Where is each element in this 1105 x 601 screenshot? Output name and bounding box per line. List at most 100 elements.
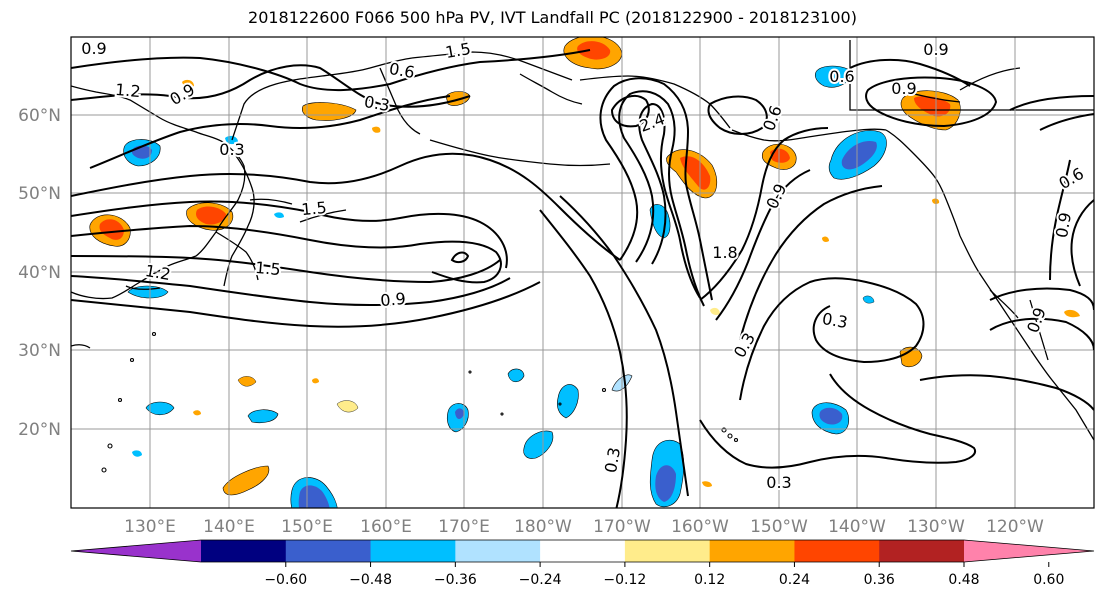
pc-negative-patch (523, 430, 554, 459)
colorbar-tick-label: 0.24 (779, 572, 810, 588)
pc-negative-patch (145, 401, 175, 416)
coastlines (71, 40, 1094, 441)
contour-label: 0.3 (730, 329, 759, 361)
pc-negative-core (298, 485, 330, 508)
colorbar-segment (285, 540, 372, 562)
pc-negative-patch (507, 368, 525, 383)
contour-label: 0.3 (219, 140, 244, 159)
pc-positive-patch (237, 376, 257, 387)
colorbar-tick-label: 0.48 (948, 572, 979, 588)
pc-positive-patch (372, 126, 381, 133)
islands (101, 331, 739, 473)
lat-label: 20°N (18, 420, 61, 440)
lon-label: 160°W (671, 517, 729, 537)
pc-negative-patch (225, 135, 238, 145)
colorbar-segment (709, 540, 795, 562)
pc-positive-core (680, 156, 711, 190)
colorbar-extend-max (964, 540, 1094, 562)
colorbar-tick-labels: −0.60 −0.48 −0.36 −0.24 −0.12 0.12 0.24 0.36 0.4… (264, 562, 1064, 588)
pc-positive-patch (1064, 309, 1080, 318)
pc-positive-core (196, 206, 226, 225)
contour-label: 0.3 (363, 92, 391, 115)
pc-positive-patch (336, 400, 359, 413)
colorbar-tick-label: 0.36 (864, 572, 895, 588)
colorbar-tick-label: −0.48 (349, 572, 392, 588)
pc-positive-patch (222, 465, 270, 496)
lat-label: 40°N (18, 263, 61, 283)
pc-positive-patch (822, 236, 829, 242)
pc-positive-core (914, 96, 951, 117)
lon-axis-labels: 130°E 140°E 150°E 160°E 170°E 180°W 170°… (124, 517, 1044, 537)
contour-label: 1.5 (301, 198, 328, 219)
colorbar-extend-min (71, 540, 201, 562)
contour-label: 0.3 (821, 309, 849, 332)
pc-positive-patch (899, 346, 923, 368)
lon-label: 170°E (438, 517, 490, 537)
pc-negative-core (819, 407, 843, 425)
lon-label: 150°W (750, 517, 808, 537)
lon-label: 130°W (907, 517, 965, 537)
map-frame (70, 36, 1095, 509)
colorbar-tick-label: −0.24 (519, 572, 562, 588)
colorbar-segment (455, 540, 541, 562)
contour-label: 0.9 (1023, 305, 1050, 335)
lon-label: 170°W (593, 517, 651, 537)
contour-label: 0.6 (829, 67, 854, 86)
pc-positive-patch (312, 378, 319, 384)
lat-axis-labels: 60°N 50°N 40°N 30°N 20°N (18, 106, 61, 440)
contour-label: 1.8 (712, 243, 737, 262)
contour-label: 0.3 (601, 446, 624, 474)
colorbar-tick-label: −0.60 (264, 572, 307, 588)
pc-negative-patch (862, 295, 875, 304)
pc-negative-core (455, 408, 464, 419)
pc-negative-patch (274, 212, 284, 218)
lon-label: 140°W (828, 517, 886, 537)
pc-negative-patch (247, 409, 279, 424)
lat-label: 30°N (18, 341, 61, 361)
pc-positive-patch (193, 410, 201, 416)
contour-label: 1.5 (254, 258, 281, 279)
lon-label: 180°W (514, 517, 572, 537)
contour-label: 0.6 (1055, 164, 1087, 193)
lon-label: 160°E (360, 517, 412, 537)
pc-negative-patch (814, 65, 853, 88)
pc-positive-patch (182, 79, 194, 89)
contour-label: 0.9 (380, 289, 407, 310)
contour-label: 0.3 (766, 473, 791, 492)
colorbar-tick-label: −0.36 (434, 572, 477, 588)
contour-label: 0.9 (923, 40, 948, 59)
colorbar-tick-label: −0.12 (603, 572, 646, 588)
contour-label: 1.2 (114, 80, 141, 101)
lat-lon-grid (71, 37, 1094, 508)
pc-negative-core (655, 465, 676, 502)
colorbar-tick-label: 0.60 (1033, 572, 1064, 588)
pc-negative-patch (132, 450, 142, 457)
pc-negative-patch (556, 384, 579, 419)
lon-label: 140°E (203, 517, 255, 537)
contour-label: 1.2 (144, 261, 172, 284)
pc-positive-core (577, 41, 611, 60)
pc-positive-patch (301, 102, 357, 121)
pv-contours (71, 49, 1094, 508)
contour-label: 0.6 (388, 59, 416, 82)
pc-positive-patch (702, 481, 712, 487)
contour-label: 0.9 (1052, 211, 1075, 239)
colorbar-segment (370, 540, 456, 562)
colorbar (70, 539, 1095, 563)
colorbar-outline (70, 539, 1095, 563)
colorbar-segment (879, 540, 965, 562)
contour-label: 1.5 (444, 39, 472, 62)
colorbar-segment (794, 540, 880, 562)
pc-positive-core (99, 219, 124, 240)
lon-label: 130°E (124, 517, 176, 537)
lat-label: 50°N (18, 184, 61, 204)
contour-label: 0.9 (891, 79, 916, 98)
colorbar-segment (540, 540, 626, 562)
colorbar-tick-label: 0.12 (694, 572, 725, 588)
pc-positive-patch (445, 91, 471, 106)
pc-negative-core (841, 140, 877, 170)
lon-label: 120°W (986, 517, 1044, 537)
colorbar-segment (624, 540, 711, 562)
map-title: 2018122600 F066 500 hPa PV, IVT Landfall… (248, 8, 857, 27)
